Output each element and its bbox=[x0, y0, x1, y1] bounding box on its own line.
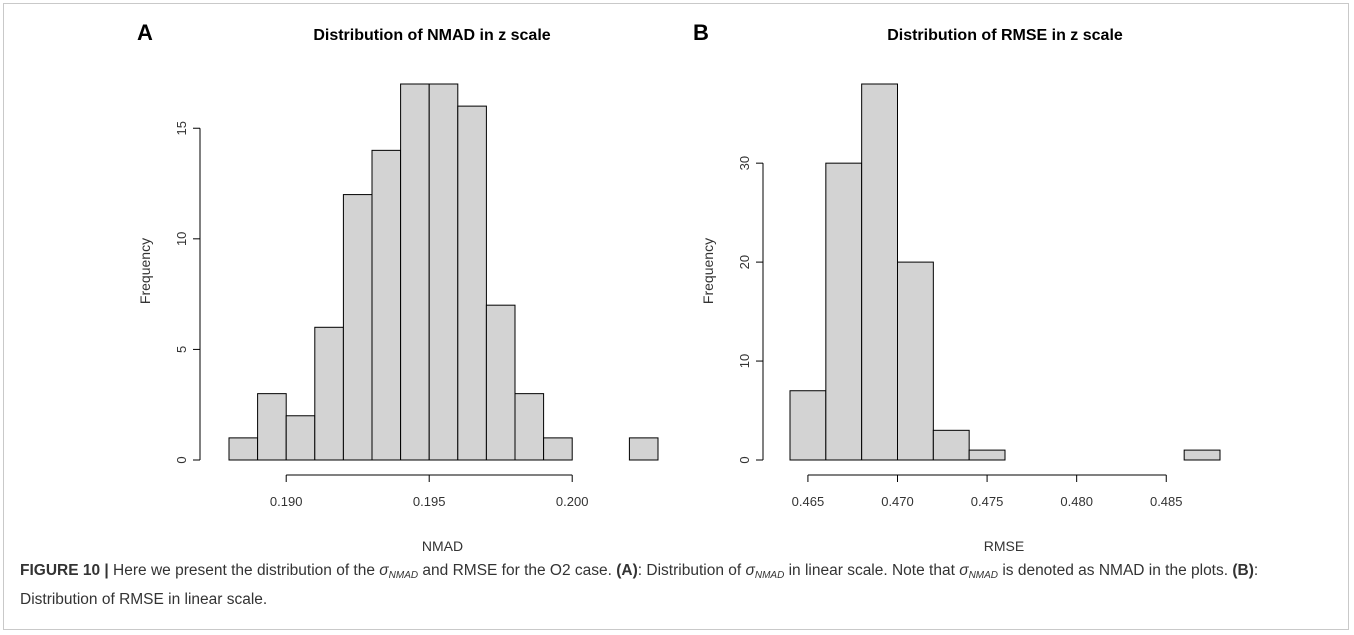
histogram-bar bbox=[628, 437, 659, 461]
histogram-bar bbox=[485, 304, 516, 461]
caption-sub-2: NMAD bbox=[754, 570, 785, 581]
histogram-bar bbox=[1183, 449, 1221, 461]
x-tick-label: 0.200 bbox=[556, 494, 589, 509]
chart-panel-b: B Distribution of RMSE in z scale 0.465 0.4… bbox=[693, 20, 1221, 554]
histogram-bar bbox=[543, 437, 573, 461]
histogram-bar bbox=[932, 429, 970, 461]
x-tick-label: 0.485 bbox=[1150, 494, 1183, 509]
x-tick-label: 0.465 bbox=[792, 494, 825, 509]
x-tick-label: 0.195 bbox=[413, 494, 446, 509]
chart-title-b: Distribution of RMSE in z scale bbox=[887, 27, 1123, 44]
chart-panel-a: A Distribution of NMAD in z scale 0.190 0.1… bbox=[137, 20, 659, 554]
y-tick-label: 10 bbox=[174, 232, 189, 246]
histogram-bar bbox=[514, 393, 545, 461]
y-tick-label: 10 bbox=[737, 354, 752, 368]
histogram-bar bbox=[285, 415, 316, 461]
histogram-bar bbox=[257, 393, 287, 461]
caption-text-2: and RMSE for the O2 case. bbox=[418, 562, 617, 579]
histogram-bar bbox=[314, 326, 344, 461]
y-axis-label: Frequency bbox=[700, 238, 716, 304]
histogram-bar bbox=[428, 83, 459, 461]
panel-label-a: A bbox=[137, 20, 153, 45]
panel-label-b: B bbox=[693, 20, 709, 45]
x-axis-label: NMAD bbox=[422, 538, 463, 554]
caption-text-6: : Distribution of RMSE in linear scale. bbox=[20, 562, 1259, 608]
x-tick-label: 0.480 bbox=[1060, 494, 1093, 509]
y-tick-label: 5 bbox=[174, 346, 189, 353]
histogram-bar bbox=[228, 437, 259, 461]
histogram-bar bbox=[342, 194, 373, 461]
x-tick-label: 0.475 bbox=[971, 494, 1004, 509]
caption-sigma-3: σ bbox=[959, 562, 969, 579]
y-tick-label: 15 bbox=[174, 121, 189, 135]
histogram-bar bbox=[789, 390, 827, 461]
caption-text-4: in linear scale. Note that bbox=[784, 562, 960, 579]
caption-figure-label: FIGURE 10 | bbox=[20, 562, 109, 579]
caption-label-a: (A) bbox=[616, 562, 638, 579]
caption-sub-1: NMAD bbox=[388, 570, 419, 581]
caption-sigma-2: σ bbox=[745, 562, 755, 579]
caption-text-1: Here we present the distribution of the bbox=[108, 562, 380, 579]
caption-text-3: : Distribution of bbox=[637, 562, 746, 579]
histogram-bar bbox=[861, 83, 899, 461]
caption-sub-3: NMAD bbox=[968, 570, 999, 581]
figure-charts: A Distribution of NMAD in z scale 0.190 0.1… bbox=[137, 20, 1221, 554]
y-axis-label: Frequency bbox=[137, 238, 153, 304]
y-tick-label: 30 bbox=[737, 156, 752, 170]
x-axis-label: RMSE bbox=[984, 538, 1024, 554]
histogram-bar bbox=[457, 105, 487, 461]
figure-caption: FIGURE 10 | Here we present the distribu… bbox=[20, 559, 1330, 612]
histogram-bar bbox=[897, 261, 934, 461]
y-tick-label: 0 bbox=[174, 456, 189, 463]
x-tick-label: 0.190 bbox=[270, 494, 303, 509]
caption-text-5: is denoted as NMAD in the plots. bbox=[998, 562, 1233, 579]
histogram-bar bbox=[371, 149, 402, 461]
caption-sigma-1: σ bbox=[379, 562, 389, 579]
histogram-bar bbox=[400, 83, 430, 461]
figure-frame bbox=[3, 3, 1349, 630]
caption-label-b: (B) bbox=[1232, 562, 1254, 579]
y-tick-label: 0 bbox=[737, 456, 752, 463]
y-tick-label: 20 bbox=[737, 255, 752, 269]
histogram-bar bbox=[825, 162, 863, 461]
chart-title-a: Distribution of NMAD in z scale bbox=[313, 27, 550, 44]
x-tick-label: 0.470 bbox=[881, 494, 914, 509]
histogram-bar bbox=[968, 449, 1006, 461]
